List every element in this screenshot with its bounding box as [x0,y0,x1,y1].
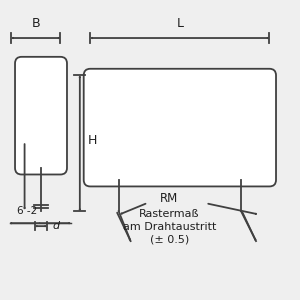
Text: H: H [87,134,97,147]
Text: (± 0.5): (± 0.5) [150,235,189,245]
Text: RM: RM [160,192,178,205]
Text: Rastermaß: Rastermaß [139,209,200,219]
FancyBboxPatch shape [84,69,276,186]
Text: am Drahtaustritt: am Drahtaustritt [123,222,216,232]
FancyBboxPatch shape [15,57,67,175]
Text: B: B [32,17,40,30]
Text: 6 -2: 6 -2 [17,206,38,216]
Text: L: L [176,17,183,30]
Text: d: d [52,221,59,231]
